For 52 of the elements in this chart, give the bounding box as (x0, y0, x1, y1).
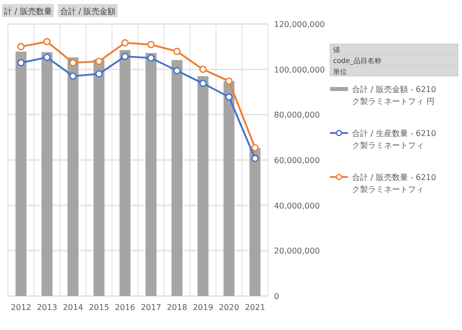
bar (120, 50, 130, 296)
point (69, 72, 77, 80)
point (121, 39, 129, 46)
point (17, 59, 25, 66)
y-tick-label: 60,000,000 (274, 156, 320, 165)
point (147, 54, 155, 62)
point (43, 54, 51, 61)
legend-label: 合計 / 販売金額 - 6210 ク製ラミネートフィ 円 (352, 85, 436, 106)
y-tick-label: 80,000,000 (274, 110, 320, 120)
text: 合計 / 販売金額 (60, 7, 116, 16)
point (251, 154, 259, 162)
point (173, 67, 181, 74)
x-tick-label: 2017 (140, 303, 162, 312)
point (251, 144, 259, 152)
point (199, 80, 207, 88)
bar (224, 81, 234, 296)
legend-label: 合計 / 販売数量 - 6210 ク製ラミネートフィ (352, 173, 436, 194)
x-tick-label: 2016 (114, 303, 136, 312)
bar (198, 76, 208, 296)
x-tick-label: 2013 (36, 303, 58, 312)
y-tick-label: 100,000,000 (274, 65, 325, 74)
point (199, 66, 207, 73)
point (43, 38, 51, 46)
point (225, 77, 233, 85)
point (225, 93, 233, 101)
text: 計 / 販売数量 (4, 7, 52, 16)
bar (250, 148, 260, 296)
bar (68, 57, 78, 296)
bar (146, 53, 156, 296)
x-tick-label: 2018 (166, 303, 188, 312)
point (17, 43, 25, 50)
legend-label: 合計 / 生産数量 - 6210 ク製ラミネートフィ (352, 129, 436, 150)
point (95, 58, 103, 66)
point (173, 48, 181, 56)
point (69, 59, 77, 66)
y-tick-label: 0 (274, 292, 280, 301)
bar (94, 59, 104, 296)
x-tick-label: 2020 (218, 303, 240, 312)
point (121, 52, 129, 60)
x-tick-label: 2012 (10, 303, 32, 312)
point (95, 70, 103, 78)
y-tick-label: 40,000,000 (274, 201, 320, 210)
x-tick-label: 2021 (244, 303, 266, 312)
bar (16, 52, 26, 296)
bar (172, 60, 182, 296)
x-tick-label: 2015 (88, 303, 110, 312)
x-tick-label: 2014 (62, 303, 84, 312)
y-tick-label: 20,000,000 (274, 246, 320, 256)
x-tick-label: 2019 (192, 303, 214, 312)
y-tick-label: 120,000,000 (274, 20, 325, 29)
point (147, 40, 155, 48)
bar (42, 52, 52, 296)
